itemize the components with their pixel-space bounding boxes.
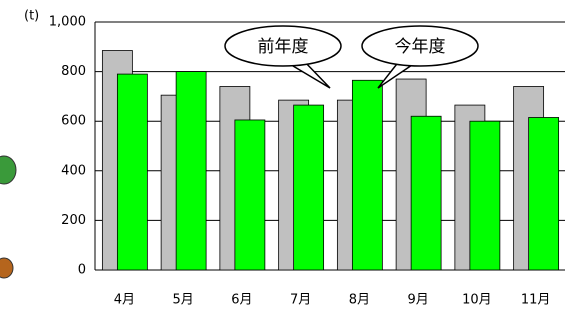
- legend-label: 前年度: [258, 37, 309, 57]
- bar: [352, 80, 382, 270]
- y-tick-label: 800: [61, 64, 86, 79]
- y-tick-label: 400: [61, 163, 86, 178]
- x-tick-label: 7月: [290, 293, 311, 308]
- y-tick-label: 600: [61, 114, 86, 129]
- bar: [470, 121, 500, 270]
- bar: [411, 116, 441, 270]
- x-tick-label: 4月: [114, 293, 135, 308]
- y-tick-label: 1,000: [49, 15, 86, 30]
- x-tick-label: 5月: [172, 293, 193, 308]
- x-tick-label: 9月: [407, 293, 428, 308]
- decoration: [0, 156, 16, 278]
- y-tick-label: 0: [78, 263, 86, 278]
- bar: [176, 72, 206, 270]
- y-axis-label: (t): [24, 9, 39, 24]
- chart: (t) 0 200 400 600 800 1,000 4月 5月 6月 7月 8月 9月 10月 11月…: [0, 0, 569, 311]
- x-tick-label: 6月: [231, 293, 252, 308]
- legend-label: 今年度: [395, 37, 446, 57]
- x-tick-label: 11月: [521, 293, 551, 308]
- y-tick-label: 200: [61, 213, 86, 228]
- bar: [117, 74, 147, 270]
- bar: [235, 120, 265, 270]
- bar: [529, 117, 559, 270]
- bar: [294, 105, 324, 270]
- x-tick-label: 10月: [462, 293, 492, 308]
- x-tick-label: 8月: [349, 293, 370, 308]
